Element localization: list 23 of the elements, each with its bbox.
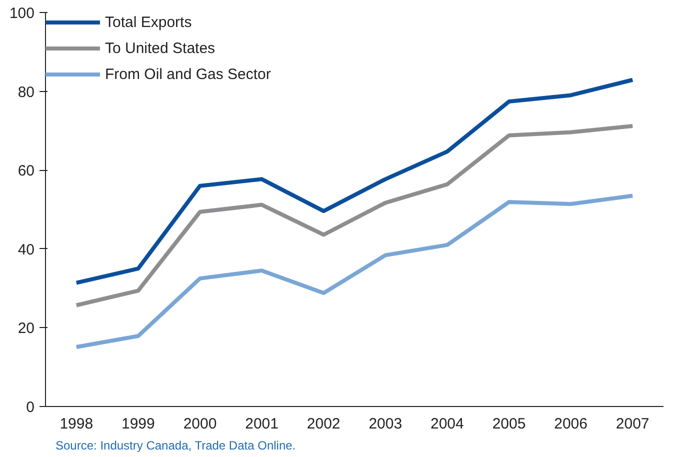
legend-label: To United States [105,39,216,57]
y-tick-label: 80 [18,84,35,101]
source-note: Source: Industry Canada, Trade Data Online. [56,438,296,452]
y-tick-label: 100 [9,5,35,22]
x-tick-label: 2004 [430,416,464,432]
x-tick-label: 2005 [492,416,526,432]
line-series [74,78,635,285]
x-tick-label: 1999 [122,416,155,432]
y-tick-label: 40 [18,241,35,258]
legend-label: From Oil and Gas Sector [105,65,271,83]
x-tick-label: 2006 [554,416,588,432]
line-series [74,194,635,350]
x-tick-label: 2002 [306,416,340,432]
x-tick-label: 2000 [183,416,217,432]
x-tick-label: 2001 [245,416,278,432]
line-series [74,124,635,308]
y-tick-label: 20 [18,320,35,338]
legend-label: Total Exports [105,13,192,31]
x-tick-label: 1998 [60,416,94,432]
y-tick-label: 0 [26,399,34,416]
y-tick-label: 60 [18,162,35,180]
x-tick-label: 2003 [368,416,402,432]
x-tick-label: 2007 [616,416,650,432]
